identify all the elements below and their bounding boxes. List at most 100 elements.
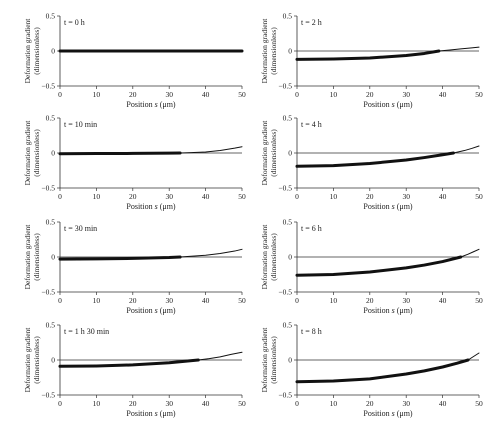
panel-label: t = 8 h: [301, 327, 322, 336]
x-tick-label: 0: [295, 90, 299, 99]
y-tick-label: 0.5: [46, 321, 56, 330]
x-axis-label-var: s: [155, 306, 158, 315]
x-axis-label-main: Position: [126, 306, 154, 315]
x-tick-label: 10: [93, 90, 101, 99]
y-tick-label: 0.5: [46, 218, 56, 227]
series-line-thin: [460, 248, 480, 258]
x-axis-label-var: s: [392, 100, 395, 109]
x-axis-label: Position s (μm): [363, 202, 413, 211]
y-axis-label-line2: (dimensionless): [269, 27, 278, 75]
y-tick-label: 0: [51, 356, 55, 365]
series-line-thin: [453, 145, 480, 154]
y-tick-label: 0.5: [283, 12, 293, 21]
x-tick-label: 20: [129, 192, 137, 201]
y-axis-label-line1: Deformation gradient: [260, 120, 269, 186]
y-axis-label-line2: (dimensionless): [32, 336, 41, 384]
y-tick-label: 0.5: [283, 114, 293, 123]
x-tick-label: 40: [439, 399, 447, 408]
x-tick-label: 10: [93, 399, 101, 408]
x-axis-label-main: Position: [363, 202, 391, 211]
y-tick-label: 0: [288, 47, 292, 56]
x-axis-label-main: Position: [363, 100, 391, 109]
x-axis-label-var: s: [155, 202, 158, 211]
x-tick-label: 20: [366, 90, 374, 99]
x-tick-label: 50: [238, 399, 246, 408]
x-tick-label: 20: [366, 399, 374, 408]
x-axis-label-unit: (μm): [395, 100, 413, 109]
series-line-thick: [58, 255, 182, 261]
x-tick-label: 10: [330, 399, 338, 408]
x-tick-label: 30: [402, 296, 410, 305]
y-tick-label: −0.5: [41, 288, 55, 297]
x-axis-label-main: Position: [126, 409, 154, 418]
panel-label: t = 30 min: [64, 224, 97, 233]
x-tick-label: 20: [129, 399, 137, 408]
x-tick-label: 0: [295, 296, 299, 305]
y-tick-label: 0.5: [283, 321, 293, 330]
x-tick-label: 40: [202, 296, 210, 305]
x-axis-label-unit: (μm): [158, 202, 176, 211]
series-line-thick: [58, 358, 200, 368]
y-axis-label-line2: (dimensionless): [32, 233, 41, 281]
y-axis-label-line1: Deformation gradient: [260, 224, 269, 290]
panel-label: t = 1 h 30 min: [64, 327, 109, 336]
panel-label: t = 10 min: [64, 120, 97, 129]
panel-label: t = 4 h: [301, 120, 322, 129]
x-tick-label: 40: [202, 399, 210, 408]
y-tick-label: 0.5: [283, 218, 293, 227]
x-axis-label: Position s (μm): [126, 100, 176, 109]
x-axis-label: Position s (μm): [126, 202, 176, 211]
y-tick-label: 0: [288, 253, 292, 262]
series-line-thin: [197, 351, 243, 361]
x-tick-label: 30: [402, 399, 410, 408]
x-tick-label: 30: [165, 399, 173, 408]
x-axis-label-var: s: [155, 409, 158, 418]
y-axis-label-line2: (dimensionless): [32, 129, 41, 177]
y-axis-label-line1: Deformation gradient: [23, 18, 32, 84]
x-tick-label: 50: [238, 296, 246, 305]
x-tick-label: 50: [475, 296, 483, 305]
y-tick-label: −0.5: [41, 391, 55, 400]
panel-label: t = 2 h: [301, 18, 322, 27]
x-axis-label-main: Position: [363, 306, 391, 315]
x-axis-label: Position s (μm): [126, 409, 176, 418]
y-axis-label-line1: Deformation gradient: [23, 224, 32, 290]
x-tick-label: 30: [165, 90, 173, 99]
x-tick-label: 0: [58, 192, 62, 201]
x-tick-label: 10: [330, 90, 338, 99]
y-axis-label-line2: (dimensionless): [269, 129, 278, 177]
x-tick-label: 30: [165, 192, 173, 201]
x-axis-label-unit: (μm): [158, 306, 176, 315]
x-tick-label: 50: [475, 192, 483, 201]
x-axis-label-unit: (μm): [158, 100, 176, 109]
series-line-thick: [295, 358, 470, 384]
series-line-thick: [58, 151, 182, 156]
x-tick-label: 40: [439, 296, 447, 305]
x-axis-label-var: s: [392, 409, 395, 418]
x-tick-label: 50: [238, 192, 246, 201]
panel-label: t = 0 h: [64, 18, 85, 27]
y-tick-label: −0.5: [41, 82, 55, 91]
x-tick-label: 50: [475, 90, 483, 99]
x-axis-label-var: s: [392, 202, 395, 211]
y-axis-label-line1: Deformation gradient: [260, 18, 269, 84]
series-line-thick: [295, 255, 463, 277]
x-axis-label-unit: (μm): [395, 306, 413, 315]
x-axis-label-unit: (μm): [158, 409, 176, 418]
x-tick-label: 0: [58, 90, 62, 99]
x-tick-label: 10: [93, 192, 101, 201]
x-axis-label-main: Position: [126, 100, 154, 109]
x-tick-label: 0: [295, 399, 299, 408]
y-tick-label: 0.5: [46, 114, 56, 123]
y-axis-label-line1: Deformation gradient: [23, 327, 32, 393]
x-tick-label: 0: [295, 192, 299, 201]
y-tick-label: 0.5: [46, 12, 56, 21]
x-axis-label-unit: (μm): [395, 409, 413, 418]
y-tick-label: 0: [288, 356, 292, 365]
x-tick-label: 0: [58, 296, 62, 305]
